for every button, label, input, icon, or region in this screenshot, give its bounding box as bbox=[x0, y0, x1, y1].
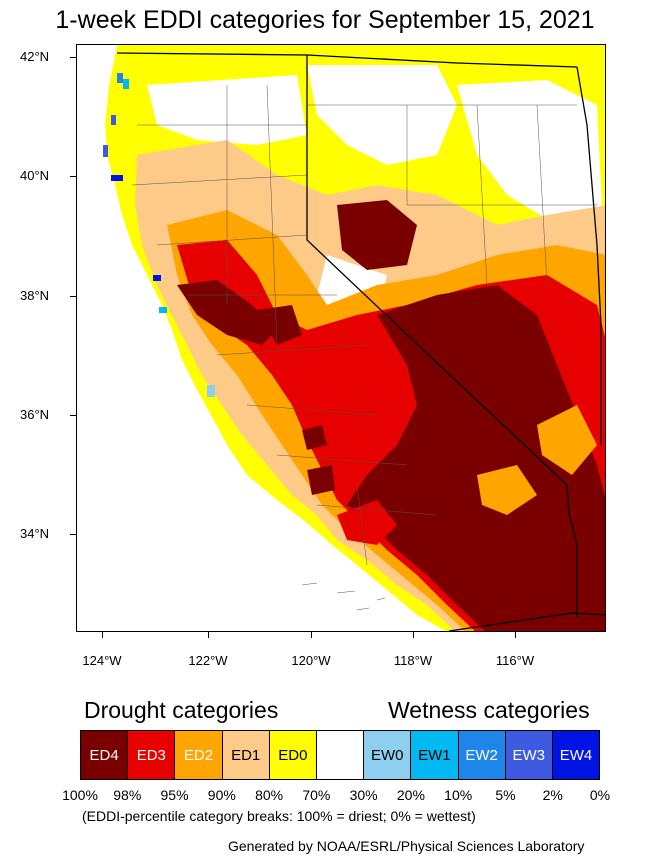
lat-label-38: 38°N bbox=[20, 288, 50, 303]
lat-tick bbox=[70, 415, 76, 416]
percentile-label: 70% bbox=[302, 787, 331, 803]
percentile-label: 20% bbox=[396, 787, 425, 803]
lat-tick bbox=[70, 534, 76, 535]
lat-tick bbox=[70, 176, 76, 177]
channel-islands bbox=[301, 582, 386, 611]
county-borders bbox=[131, 84, 597, 566]
state-border-ca-nv bbox=[306, 55, 578, 617]
lon-tick bbox=[102, 632, 103, 638]
land-ed4-coast bbox=[177, 280, 277, 345]
wetness-categories-heading: Wetness categories bbox=[388, 697, 590, 723]
legend-swatch-ed0: ED0 bbox=[269, 731, 317, 779]
percentile-label: 100% bbox=[62, 787, 98, 803]
state-border-nv-ut bbox=[576, 66, 602, 445]
lon-tick bbox=[208, 632, 209, 638]
ocean bbox=[77, 45, 446, 631]
percentile-label: 0% bbox=[589, 787, 611, 803]
legend-swatch-ew3: EW3 bbox=[505, 731, 553, 779]
percentile-label: 90% bbox=[207, 787, 236, 803]
eddi-map bbox=[76, 44, 606, 632]
patch-ed4-kern bbox=[302, 425, 327, 450]
lat-label-34: 34°N bbox=[20, 526, 50, 541]
white-north-nevada bbox=[307, 65, 457, 165]
legend-swatch-normal bbox=[316, 731, 365, 779]
lat-tick bbox=[70, 57, 76, 58]
ew-pixel bbox=[123, 79, 129, 89]
lat-label-36: 36°N bbox=[20, 407, 50, 422]
legend-swatch-ew1: EW1 bbox=[411, 731, 459, 779]
legend-swatch-ew4: EW4 bbox=[552, 731, 600, 779]
map-title: 1-week EDDI categories for September 15,… bbox=[55, 6, 595, 34]
percentile-label: 80% bbox=[255, 787, 284, 803]
legend-note: (EDDI-percentile category breaks: 100% =… bbox=[82, 808, 476, 824]
percentile-label: 5% bbox=[495, 787, 516, 803]
percentile-label: 2% bbox=[542, 787, 563, 803]
ew-pixel bbox=[117, 73, 123, 83]
eddi-map-graphic bbox=[77, 45, 605, 631]
legend-swatch-ed3: ED3 bbox=[128, 731, 176, 779]
lon-label-122: 122°W bbox=[188, 653, 228, 668]
ew-pixel bbox=[159, 307, 167, 313]
lon-label-124: 124°W bbox=[82, 653, 122, 668]
lat-label-42: 42°N bbox=[20, 49, 50, 64]
percentile-label: 95% bbox=[160, 787, 189, 803]
state-border-mexico bbox=[448, 612, 605, 631]
lon-tick bbox=[311, 632, 312, 638]
percentile-label: 10% bbox=[444, 787, 473, 803]
lon-tick bbox=[515, 632, 516, 638]
percentile-label: 30% bbox=[349, 787, 378, 803]
legend-swatch-ed2: ED2 bbox=[175, 731, 223, 779]
drought-categories-heading: Drought categories bbox=[84, 697, 279, 723]
legend-swatch-ed4: ED4 bbox=[81, 731, 129, 779]
lon-label-118: 118°W bbox=[393, 653, 433, 668]
ew-pixel bbox=[111, 175, 123, 181]
lat-label-40: 40°N bbox=[20, 168, 50, 183]
percentile-label: 98% bbox=[113, 787, 142, 803]
ew-pixel bbox=[207, 385, 215, 397]
land-ed4-central bbox=[257, 305, 302, 345]
patch-ed3-south bbox=[337, 500, 397, 545]
patch-ed4-socal bbox=[307, 465, 335, 495]
legend-swatch-ed1: ED1 bbox=[222, 731, 270, 779]
land-ed4-nevada-north bbox=[337, 200, 417, 270]
land-ed4-east bbox=[347, 285, 605, 631]
lon-tick bbox=[413, 632, 414, 638]
legend-swatch-ew0: EW0 bbox=[364, 731, 412, 779]
patch-ed2-southeast bbox=[537, 405, 597, 475]
lat-tick bbox=[70, 296, 76, 297]
category-legend: ED4 ED3 ED2 ED1 ED0 EW0 EW1 EW2 EW3 EW4 bbox=[80, 730, 600, 780]
ew-pixel bbox=[103, 145, 108, 157]
ew-pixel bbox=[111, 115, 116, 125]
state-border-ca-or bbox=[116, 52, 578, 68]
ew-pixel bbox=[153, 275, 161, 281]
lon-label-116: 116°W bbox=[495, 653, 535, 668]
patch-ed2-south bbox=[477, 465, 537, 515]
lon-label-120: 120°W bbox=[291, 653, 331, 668]
white-northeast bbox=[457, 80, 602, 225]
legend-swatch-ew2: EW2 bbox=[458, 731, 506, 779]
credit-line: Generated by NOAA/ESRL/Physical Sciences… bbox=[228, 838, 585, 854]
